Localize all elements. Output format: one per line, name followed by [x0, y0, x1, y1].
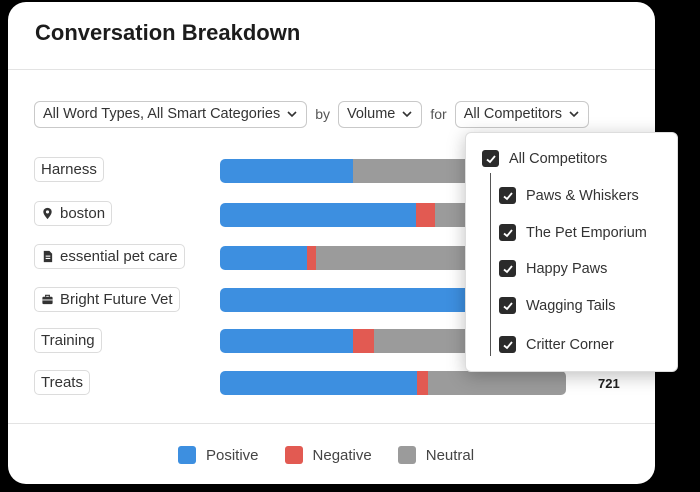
checkbox-checked-icon[interactable]	[499, 187, 516, 204]
bar-segment-positive	[220, 288, 510, 312]
legend-label: Negative	[312, 446, 372, 464]
chevron-down-icon	[402, 111, 412, 118]
bar-segment-negative	[417, 371, 428, 395]
metric-select[interactable]: Volume	[338, 100, 423, 128]
option-label: The Pet Emporium	[526, 224, 647, 241]
legend-item-positive[interactable]: Positive	[178, 446, 259, 464]
row-tag-label: Training	[41, 332, 95, 349]
option-label: Happy Paws	[526, 260, 608, 277]
bar-segment-positive	[220, 329, 353, 353]
row-tag-label: essential pet care	[60, 248, 178, 265]
checkbox-checked-icon[interactable]	[499, 224, 516, 241]
footer-divider	[8, 423, 655, 424]
option-label: Paws & Whiskers	[526, 187, 639, 204]
competitor-dropdown-menu: All Competitors Paws & Whiskers The Pet …	[465, 132, 678, 372]
legend-label: Positive	[206, 446, 259, 464]
legend-swatch-negative	[284, 446, 303, 464]
legend-swatch-neutral	[397, 446, 416, 464]
option-label: Critter Corner	[526, 336, 614, 353]
bar-segment-negative	[307, 246, 316, 270]
option-label: Wagging Tails	[526, 297, 616, 314]
bar-segment-positive	[220, 246, 307, 270]
for-label: for	[430, 106, 447, 122]
competitors-select[interactable]: All Competitors	[454, 100, 590, 128]
bar-segment-positive	[220, 371, 418, 395]
header-divider	[8, 69, 655, 70]
option-label: All Competitors	[509, 150, 608, 167]
page-title: Conversation Breakdown	[35, 20, 301, 45]
briefcase-icon	[42, 294, 53, 305]
metric-select-label: Volume	[347, 106, 396, 122]
chevron-down-icon	[569, 111, 579, 118]
row-tag-essential-pet-care[interactable]: essential pet care	[34, 244, 185, 269]
option-competitor[interactable]: Paws & Whiskers	[499, 187, 639, 204]
bar-segment-negative	[416, 203, 436, 227]
row-tag-label: Harness	[41, 161, 97, 178]
option-competitor[interactable]: The Pet Emporium	[499, 224, 647, 241]
option-competitor[interactable]: Happy Paws	[499, 260, 607, 277]
stacked-bar-bright-future-vet[interactable]	[220, 288, 510, 312]
tree-connector-line	[490, 173, 491, 356]
competitors-select-label: All Competitors	[463, 106, 563, 122]
legend-swatch-positive	[178, 446, 196, 464]
row-tag-bright-future-vet[interactable]: Bright Future Vet	[34, 287, 180, 312]
chevron-down-icon	[287, 111, 297, 118]
checkbox-checked-icon[interactable]	[499, 336, 516, 353]
map-pin-icon	[43, 207, 52, 220]
row-tag-boston[interactable]: boston	[34, 201, 113, 226]
row-tag-label: Bright Future Vet	[60, 291, 173, 308]
bar-segment-positive	[220, 159, 354, 183]
document-icon	[43, 250, 53, 263]
legend: Positive Negative Neutral	[178, 446, 474, 464]
row-total-treats: 721	[598, 376, 620, 391]
row-tag-training[interactable]: Training	[34, 328, 102, 353]
bar-segment-positive	[220, 203, 416, 227]
bar-segment-negative	[353, 329, 374, 353]
checkbox-checked-icon[interactable]	[482, 150, 499, 167]
filter-bar: All Word Types, All Smart Categories by …	[34, 100, 590, 128]
by-label: by	[315, 106, 330, 122]
bar-segment-neutral	[427, 371, 566, 395]
stacked-bar-treats[interactable]	[220, 371, 566, 395]
option-all-competitors[interactable]: All Competitors	[482, 150, 607, 167]
option-competitor[interactable]: Wagging Tails	[499, 297, 615, 314]
row-tag-harness[interactable]: Harness	[34, 157, 104, 182]
option-competitor[interactable]: Critter Corner	[499, 336, 614, 353]
word-types-select-label: All Word Types, All Smart Categories	[43, 106, 281, 122]
legend-item-negative[interactable]: Negative	[284, 446, 372, 464]
row-tag-treats[interactable]: Treats	[34, 370, 90, 395]
legend-label: Neutral	[425, 446, 475, 464]
checkbox-checked-icon[interactable]	[499, 297, 516, 314]
row-tag-label: boston	[60, 205, 106, 222]
row-tag-label: Treats	[41, 374, 83, 391]
word-types-select[interactable]: All Word Types, All Smart Categories	[34, 100, 308, 128]
legend-item-neutral[interactable]: Neutral	[397, 446, 475, 464]
checkbox-checked-icon[interactable]	[499, 260, 516, 277]
